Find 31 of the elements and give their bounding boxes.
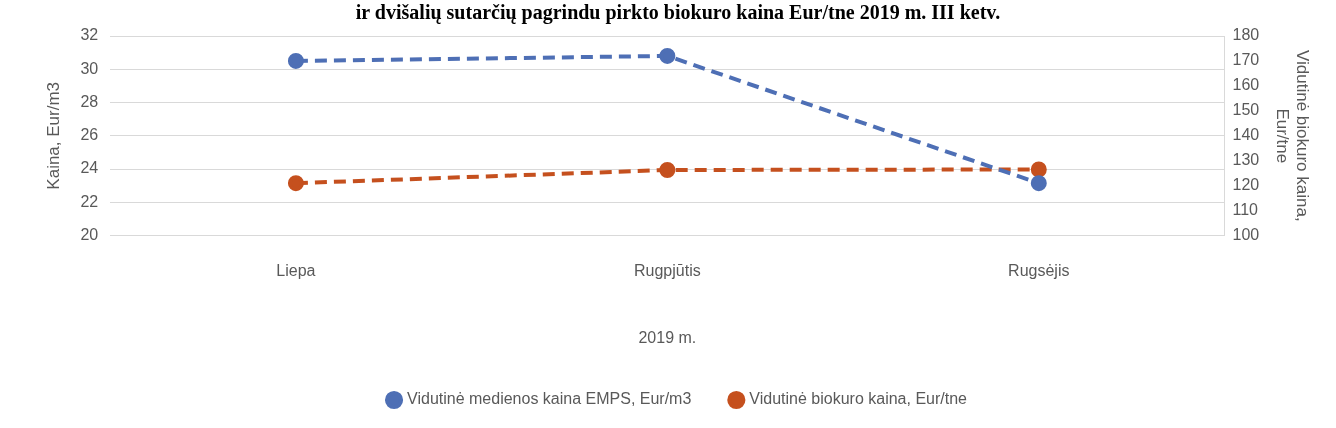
y2-tick-label: 140 [1232, 126, 1260, 144]
x-tick-label: Rugpjūtis [634, 261, 701, 279]
y-tick-label: 28 [80, 92, 99, 110]
chart-title: ir dvišalių sutarčių pagrindu pirkto biokuro kaina Eur/tne 2019 m. III ketv. [355, 1, 1001, 25]
y-tick-label: 22 [80, 192, 99, 210]
point [1030, 161, 1047, 178]
x-axis-title: 2019 m. [638, 328, 697, 346]
legend-label: Vidutinė medienos kaina EMPS, Eur/m3 [407, 390, 692, 408]
point [287, 52, 304, 69]
y-tick-label: 24 [80, 159, 99, 177]
y2-tick-label: 100 [1232, 226, 1260, 244]
y2-tick-label: 120 [1232, 176, 1260, 194]
point [287, 175, 304, 192]
y2-tick-label: 130 [1232, 151, 1260, 169]
point [1030, 175, 1047, 192]
y-tick-label: 26 [80, 126, 99, 144]
point [659, 161, 676, 178]
y2-axis-title: Vidutinė biokuro kaina, Eur/tne [1272, 49, 1313, 222]
y2-tick-label: 170 [1232, 51, 1260, 69]
y-tick-label: 20 [80, 226, 99, 244]
legend-label: Vidutinė biokuro kaina, Eur/tne [749, 390, 968, 408]
y-axis-title: Kaina, Eur/m3 [43, 81, 63, 190]
x-tick-label: Rugsėjis [1008, 261, 1070, 279]
y2-tick-label: 180 [1232, 26, 1260, 44]
y-tick-label: 30 [80, 59, 99, 77]
y2-tick-label: 160 [1232, 76, 1260, 94]
y-tick-label: 32 [80, 26, 99, 44]
y2-tick-label: 150 [1232, 101, 1260, 119]
x-tick-label: Liepa [276, 261, 316, 279]
y2-tick-label: 110 [1232, 201, 1259, 219]
point [659, 47, 676, 64]
